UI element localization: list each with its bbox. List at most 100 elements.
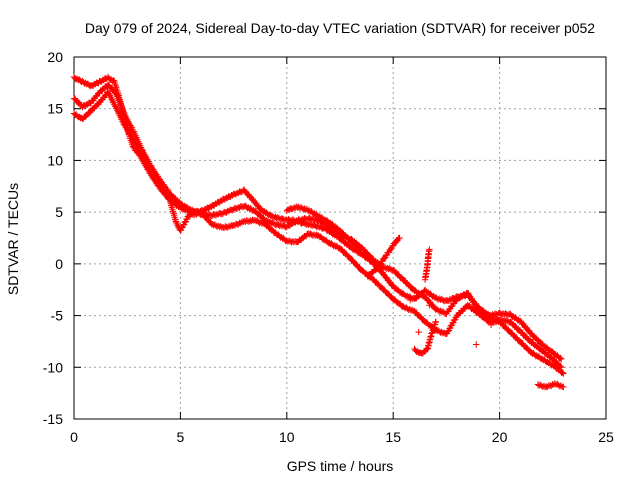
data-point xyxy=(392,285,395,288)
marker-trace xyxy=(70,88,567,377)
data-point xyxy=(179,207,182,209)
data-point xyxy=(371,277,373,280)
data-point xyxy=(392,269,395,271)
data-point xyxy=(222,212,224,214)
data-point xyxy=(366,275,369,278)
data-point xyxy=(339,229,341,232)
data-point xyxy=(360,269,363,271)
y-tick-label: 0 xyxy=(55,256,63,272)
grid xyxy=(74,57,606,419)
data-point xyxy=(264,219,267,222)
data-point xyxy=(560,366,563,369)
data-point xyxy=(562,372,565,375)
data-point xyxy=(175,221,177,224)
data-point xyxy=(107,84,109,86)
y-tick-label: -10 xyxy=(43,359,63,375)
data-point xyxy=(381,287,384,290)
y-tick-label: 15 xyxy=(47,101,63,117)
marker-trace xyxy=(534,380,567,391)
data-point xyxy=(90,85,92,87)
data-point xyxy=(222,198,224,201)
y-tick-label: -15 xyxy=(43,411,63,427)
data-point xyxy=(339,247,341,250)
y-tick-label: -5 xyxy=(51,308,64,324)
series-fragment-d xyxy=(421,246,433,283)
data-point xyxy=(445,333,448,335)
data-point xyxy=(149,168,152,171)
data-point xyxy=(545,386,548,388)
data-point xyxy=(107,76,109,79)
data-point xyxy=(337,236,339,238)
data-point xyxy=(132,138,135,141)
data-point xyxy=(537,384,539,386)
data-point xyxy=(424,296,426,298)
data-point xyxy=(286,225,288,228)
data-point xyxy=(254,210,256,212)
data-point xyxy=(222,226,224,229)
data-point xyxy=(552,352,554,354)
data-point xyxy=(243,189,246,192)
data-point xyxy=(264,223,267,226)
data-point xyxy=(456,314,458,317)
data-point xyxy=(509,313,512,316)
data-point xyxy=(426,348,429,351)
data-point xyxy=(428,248,431,251)
data-point xyxy=(375,268,377,270)
data-point xyxy=(107,91,109,93)
data-point xyxy=(552,364,554,367)
data-point xyxy=(530,333,533,335)
ticks: 0 5 10 15 20 25 20 15 10 5 0 -5 -10 -15 xyxy=(43,49,614,445)
data-point xyxy=(349,246,352,249)
series-outliers xyxy=(407,296,495,348)
data-point xyxy=(424,320,426,323)
data-point xyxy=(179,203,182,205)
data-point xyxy=(232,193,235,196)
data-point xyxy=(403,294,405,296)
data-point xyxy=(303,222,305,225)
data-point xyxy=(475,343,477,346)
data-point xyxy=(427,255,430,258)
data-point xyxy=(403,306,405,309)
data-point xyxy=(428,304,431,307)
data-point xyxy=(349,257,352,260)
data-point xyxy=(313,224,316,227)
x-tick-label: 5 xyxy=(177,429,185,445)
data-point xyxy=(211,205,214,207)
data-point xyxy=(383,256,386,259)
data-point xyxy=(113,81,116,83)
series-fragment-e xyxy=(534,380,567,391)
data-point xyxy=(466,292,469,294)
data-point xyxy=(488,320,490,323)
data-point xyxy=(141,156,143,159)
x-tick-label: 10 xyxy=(279,429,295,445)
data-point xyxy=(520,341,522,344)
data-point xyxy=(498,320,501,323)
data-point xyxy=(424,289,426,292)
marker-trace xyxy=(421,246,433,283)
data-point xyxy=(362,254,365,257)
data-point xyxy=(456,298,458,300)
data-point xyxy=(509,320,512,323)
data-point xyxy=(520,331,522,333)
data-point xyxy=(286,209,288,211)
data-point xyxy=(360,248,363,251)
data-point xyxy=(554,383,556,385)
data-point xyxy=(188,214,190,217)
data-point xyxy=(530,352,533,354)
data-point xyxy=(168,198,171,201)
series-fragment-a xyxy=(283,203,365,253)
data-point xyxy=(251,198,254,201)
data-point xyxy=(296,219,299,222)
data-point xyxy=(409,299,412,301)
data-point xyxy=(403,279,405,282)
data-point xyxy=(81,118,84,120)
data-point xyxy=(81,105,84,108)
data-point xyxy=(73,113,75,115)
data-point xyxy=(168,192,171,195)
data-point xyxy=(541,349,543,352)
data-point xyxy=(179,229,182,232)
data-point xyxy=(132,130,135,133)
data-point xyxy=(413,298,416,300)
data-point xyxy=(328,242,331,244)
data-point xyxy=(466,304,469,307)
